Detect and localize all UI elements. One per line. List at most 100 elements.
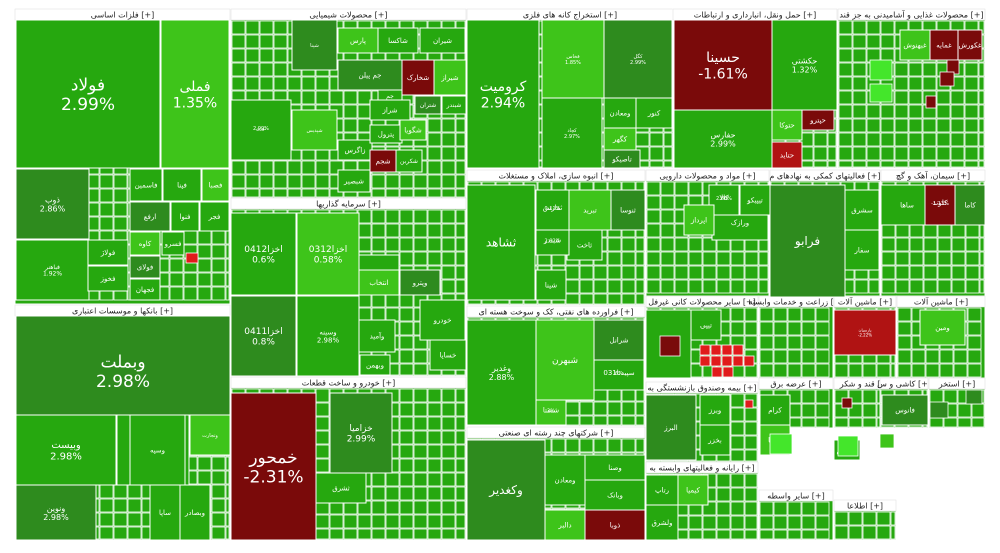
tile-52[interactable] xyxy=(15,315,231,427)
tile-46[interactable] xyxy=(771,109,803,141)
tile-69[interactable] xyxy=(419,299,466,341)
tile-67[interactable] xyxy=(399,269,441,296)
section-title-3[interactable]: [+] حمل ونقل، انبارداری و ارتباطات xyxy=(694,11,817,20)
tile-38[interactable] xyxy=(541,97,603,169)
tile-53[interactable] xyxy=(179,484,211,541)
tile-58[interactable] xyxy=(149,484,181,541)
tile-105[interactable] xyxy=(833,309,897,356)
tile-102[interactable] xyxy=(954,184,986,226)
tile-29[interactable] xyxy=(369,99,411,121)
section-title-7[interactable]: [+] انبوه سازی، املاک و مستغلات xyxy=(499,172,614,181)
tile-86[interactable] xyxy=(535,399,567,426)
tile-106[interactable] xyxy=(919,309,966,346)
tile-116[interactable] xyxy=(677,474,709,506)
tile-2[interactable] xyxy=(15,168,90,240)
section-title-13[interactable]: [+] شرکتهای چند رشته ای صنعتی xyxy=(499,429,614,438)
tile-3[interactable] xyxy=(15,239,90,301)
tile-12[interactable] xyxy=(129,255,161,279)
tile-11[interactable] xyxy=(129,231,161,256)
section-title-11[interactable]: [+] فراورده های نفتی، کک و سوخت هسته ای xyxy=(478,308,633,317)
tile-115[interactable] xyxy=(645,504,679,541)
tile-7[interactable] xyxy=(129,201,171,232)
section-title-19[interactable]: [+] عرضه برق xyxy=(770,380,821,389)
tile-40[interactable] xyxy=(603,97,637,129)
section-title-10[interactable]: [+] سیمان، آهک و گچ xyxy=(896,171,970,181)
tile-97[interactable] xyxy=(769,184,846,298)
tile-16[interactable] xyxy=(337,27,379,54)
tile-64[interactable] xyxy=(296,295,360,377)
tile-33[interactable] xyxy=(395,149,423,173)
section-title-21[interactable]: [+] کاشی و س xyxy=(877,380,931,389)
tile-104[interactable] xyxy=(690,309,722,341)
tile-94[interactable] xyxy=(739,184,771,216)
tile-109[interactable] xyxy=(699,424,731,456)
tile-22[interactable] xyxy=(337,59,403,91)
tile-8[interactable] xyxy=(170,201,200,232)
tile-21[interactable] xyxy=(433,59,467,96)
tile-87[interactable] xyxy=(466,439,546,541)
tile-92[interactable] xyxy=(584,509,646,541)
tile-112[interactable] xyxy=(881,394,929,426)
tile-80[interactable] xyxy=(535,269,567,301)
tile-24[interactable] xyxy=(230,99,292,161)
tile-14[interactable] xyxy=(87,265,129,292)
tile-9[interactable] xyxy=(199,201,230,232)
tile-98[interactable] xyxy=(844,189,880,231)
tile-51[interactable] xyxy=(899,29,931,61)
tile-10[interactable] xyxy=(161,231,185,256)
tile-28[interactable] xyxy=(441,95,467,115)
tile-73[interactable] xyxy=(315,472,367,504)
tile-56[interactable] xyxy=(189,414,231,456)
tile-45[interactable] xyxy=(673,109,773,169)
section-title-2[interactable]: [+] استخراج کانه های فلزی xyxy=(523,11,617,20)
tile-88[interactable] xyxy=(544,454,586,506)
tile-48[interactable] xyxy=(771,141,803,169)
section-title-18[interactable]: [+] بیمه وصندوق بازنشستگی به xyxy=(647,383,756,393)
tile-68[interactable] xyxy=(359,354,391,376)
tile-5[interactable] xyxy=(162,168,202,202)
tile-107[interactable] xyxy=(645,394,697,461)
tile-26[interactable] xyxy=(291,109,338,151)
tile-85[interactable] xyxy=(466,319,537,426)
tile-90[interactable] xyxy=(584,454,646,481)
tile-78[interactable] xyxy=(566,229,603,261)
tile-81[interactable] xyxy=(535,319,595,401)
tile-35[interactable] xyxy=(466,19,540,169)
section-title-24[interactable]: [+] سایر واسطه xyxy=(767,492,824,501)
tile-91[interactable] xyxy=(544,509,586,541)
tile-108[interactable] xyxy=(699,394,731,426)
tile-72[interactable] xyxy=(329,392,393,474)
tile-110[interactable] xyxy=(759,394,791,426)
tile-59[interactable] xyxy=(129,414,186,486)
tile-75[interactable] xyxy=(466,184,536,301)
section-title-4[interactable]: [+] محصولات غذایی و آشامیدنی به جز قند xyxy=(839,10,983,20)
tile-83[interactable] xyxy=(593,359,645,391)
section-title-8[interactable]: [+] مواد و محصولات دارویی xyxy=(659,172,755,181)
tile-101[interactable] xyxy=(924,184,956,226)
section-title-1[interactable]: [+] محصولات شیمیایی xyxy=(309,11,387,20)
section-title-9[interactable]: [+] فعالیتهای کمکی به نهادهای م xyxy=(769,172,880,181)
tile-44[interactable] xyxy=(771,19,838,111)
section-title-25[interactable]: [+] اطلاعا xyxy=(847,502,883,511)
tile-96[interactable] xyxy=(683,204,715,236)
tile-114[interactable] xyxy=(645,474,679,506)
tile-61[interactable] xyxy=(296,212,360,296)
tile-57[interactable] xyxy=(15,484,97,541)
tile-4[interactable] xyxy=(129,168,163,202)
tile-36[interactable] xyxy=(541,19,605,99)
section-title-23[interactable]: [+] رایانه و فعالیتهای وابسته به xyxy=(649,464,754,473)
tile-47[interactable] xyxy=(801,109,835,131)
tile-0[interactable] xyxy=(15,19,161,169)
section-title-5[interactable]: [+] بانکها و موسسات اعتباری xyxy=(72,307,173,316)
tile-19[interactable] xyxy=(377,27,419,54)
section-title-22[interactable]: [+] استخر xyxy=(938,380,975,389)
tile-34[interactable] xyxy=(337,169,371,193)
tile-15[interactable] xyxy=(129,278,161,301)
tile-62[interactable] xyxy=(230,295,297,377)
tile-1[interactable] xyxy=(160,19,230,169)
tile-6[interactable] xyxy=(201,168,230,202)
tile-99[interactable] xyxy=(844,229,880,271)
tile-70[interactable] xyxy=(429,339,467,371)
tile-18[interactable] xyxy=(419,27,466,54)
tile-66[interactable] xyxy=(358,269,400,296)
